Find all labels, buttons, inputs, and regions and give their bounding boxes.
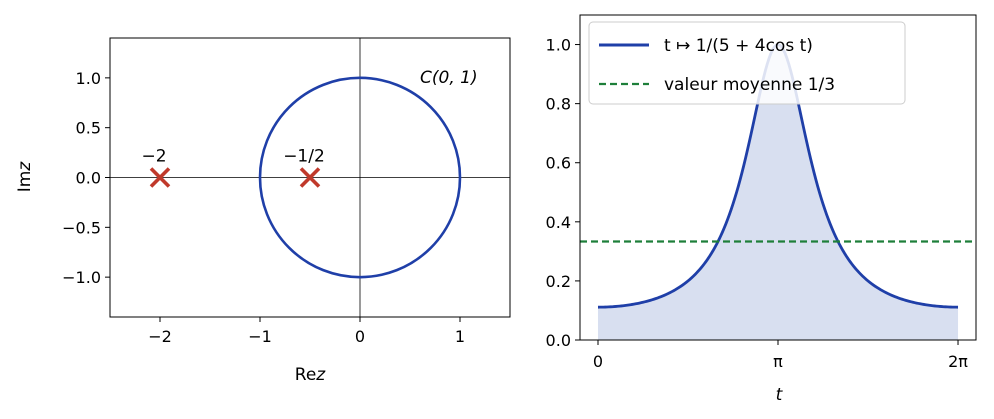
right-ticks: 0 π 2π 0.0 0.2 0.4 0.6 0.8 1.0 <box>546 36 969 371</box>
left-x-tick-label: −1 <box>248 327 272 346</box>
left-x-tick-label: −2 <box>148 327 172 346</box>
function-area-fill <box>597 44 959 341</box>
function-plot: 0 π 2π 0.0 0.2 0.4 0.6 0.8 1.0 t t ↦ 1/(5 + 4cos… <box>546 14 977 405</box>
right-x-axis-label: t <box>776 385 784 405</box>
right-y-tick-label: 0.8 <box>546 95 571 114</box>
left-y-tick-label: −1.0 <box>62 268 101 287</box>
right-y-tick-label: 0.0 <box>546 331 571 350</box>
pole-marker <box>299 167 321 188</box>
left-ticks: −2 −1 0 1 −1.0 −0.5 0.0 0.5 1.0 <box>62 69 465 346</box>
legend-box <box>588 21 906 105</box>
pole-marker <box>149 167 171 188</box>
left-y-tick-label: 0.0 <box>76 169 101 188</box>
right-x-tick-label: 0 <box>593 352 603 371</box>
complex-plane-plot: −2 −1 0 1 −1.0 −0.5 0.0 0.5 1.0 C(0, 1) −2 −1/2 Re… <box>15 37 511 385</box>
left-y-axis-label: Imz <box>15 161 35 193</box>
legend-label-mean: valeur moyenne 1/3 <box>664 75 835 95</box>
right-x-tick-label: 2π <box>948 352 968 371</box>
left-marks: C(0, 1) −2 −1/2 <box>110 38 510 317</box>
left-y-tick-label: 0.5 <box>76 119 101 138</box>
left-x-axis-label: Rez <box>295 365 327 385</box>
left-x-tick-label: 0 <box>355 327 365 346</box>
right-y-tick-label: 1.0 <box>546 36 571 55</box>
left-y-tick-label: 1.0 <box>76 69 101 88</box>
right-y-tick-label: 0.6 <box>546 154 571 173</box>
left-y-tick-label: −0.5 <box>62 218 101 237</box>
right-y-tick-label: 0.4 <box>546 213 571 232</box>
pole-label: −1/2 <box>283 147 325 167</box>
pole-label: −2 <box>141 147 166 167</box>
legend: t ↦ 1/(5 + 4cos t) valeur moyenne 1/3 <box>588 21 906 105</box>
unit-circle <box>258 76 462 279</box>
right-y-tick-label: 0.2 <box>546 272 571 291</box>
legend-label-function: t ↦ 1/(5 + 4cos t) <box>664 36 813 56</box>
right-x-tick-label: π <box>773 352 783 371</box>
left-x-tick-label: 1 <box>455 327 465 346</box>
circle-label: C(0, 1) <box>420 68 478 88</box>
